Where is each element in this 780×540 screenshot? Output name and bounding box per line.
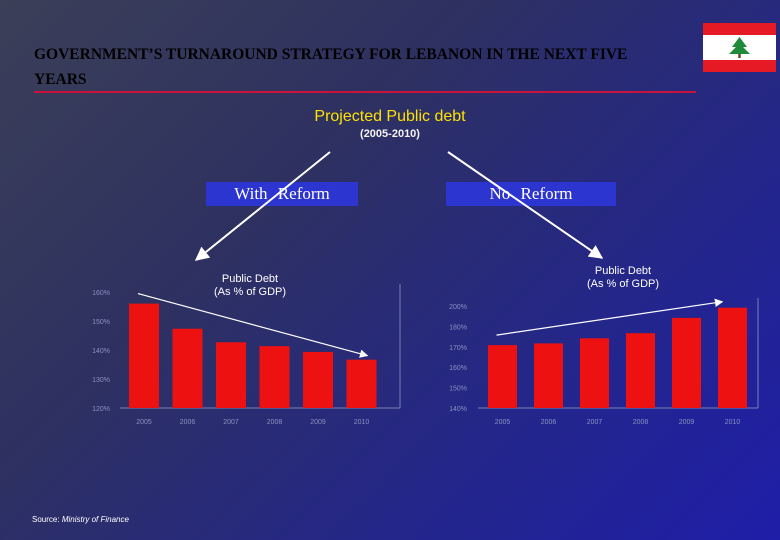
bar-2008 <box>626 333 655 408</box>
y-tick-label: 140% <box>449 406 467 413</box>
bar-2006 <box>534 343 563 408</box>
x-tick-label: 2007 <box>587 419 603 426</box>
left-chart-title: Public Debt (As % of GDP) <box>180 273 320 299</box>
bar-2005 <box>129 303 159 408</box>
bar-2007 <box>216 342 246 408</box>
x-tick-label: 2009 <box>310 419 326 426</box>
trend-arrow <box>137 293 369 358</box>
chart-title-line-1: Public Debt <box>221 273 279 285</box>
bar-2007 <box>580 338 609 408</box>
chart-title-line-2: (As % of GDP) <box>213 286 287 298</box>
y-tick-label: 180% <box>449 324 467 331</box>
with-reform-label: With Reform <box>206 182 358 206</box>
source-label: Source: <box>32 515 60 524</box>
period-label: (2005-2010) <box>360 128 420 140</box>
title-underline <box>34 91 696 93</box>
y-tick-label: 150% <box>92 319 110 326</box>
bar-2010 <box>718 307 747 408</box>
trend-arrow <box>496 298 724 336</box>
x-tick-label: 2010 <box>725 419 741 426</box>
right-chart-title: Public Debt (As % of GDP) <box>553 265 693 291</box>
connector-arrow-left <box>194 151 331 261</box>
y-tick-label: 130% <box>92 377 110 384</box>
bar-2010 <box>346 359 377 408</box>
x-tick-label: 2005 <box>495 419 511 426</box>
source-note: Source: Ministry of Finance <box>32 515 129 524</box>
y-tick-label: 160% <box>449 365 467 372</box>
x-tick-label: 2006 <box>541 419 557 426</box>
slide-title-line-1: GOVERNMENT’S TURNAROUND STRATEGY FOR LEB… <box>34 46 628 63</box>
y-tick-label: 140% <box>92 348 110 355</box>
y-tick-label: 170% <box>449 345 467 352</box>
x-tick-label: 2008 <box>267 419 283 426</box>
source-value: Ministry of Finance <box>61 515 129 524</box>
bar-2009 <box>303 351 333 408</box>
no-reform-chart: 140% 150% 160% 170% 180% 200% 2005 2006 2007 2008… <box>449 298 759 426</box>
chart-subtitle: Projected Public debt <box>314 108 466 125</box>
bar-2008 <box>259 346 290 408</box>
bar-2005 <box>488 345 517 408</box>
no-reform-label: No Reform <box>446 182 616 206</box>
lebanon-flag-icon <box>703 23 776 72</box>
chart-title-line-2: (As % of GDP) <box>586 278 660 290</box>
chart-title-line-1: Public Debt <box>594 265 652 277</box>
bar-2006 <box>172 328 203 408</box>
connector-arrow-right <box>447 151 604 259</box>
y-tick-label: 200% <box>449 304 467 311</box>
y-tick-label: 160% <box>92 290 110 297</box>
x-tick-label: 2007 <box>223 419 239 426</box>
x-tick-label: 2008 <box>633 419 649 426</box>
slide-title: GOVERNMENT’S TURNAROUND STRATEGY FOR LEB… <box>34 42 714 92</box>
y-tick-label: 150% <box>449 386 467 393</box>
bar-2009 <box>672 317 701 408</box>
x-tick-label: 2009 <box>679 419 695 426</box>
x-tick-label: 2006 <box>180 419 196 426</box>
x-tick-label: 2005 <box>136 419 152 426</box>
x-tick-label: 2010 <box>354 419 370 426</box>
y-tick-label: 120% <box>92 406 110 413</box>
slide-title-line-2: YEARS <box>34 71 87 88</box>
with-reform-chart: 120% 130% 140% 150% 160% 2005 2006 2007 2008 2009… <box>92 284 401 426</box>
